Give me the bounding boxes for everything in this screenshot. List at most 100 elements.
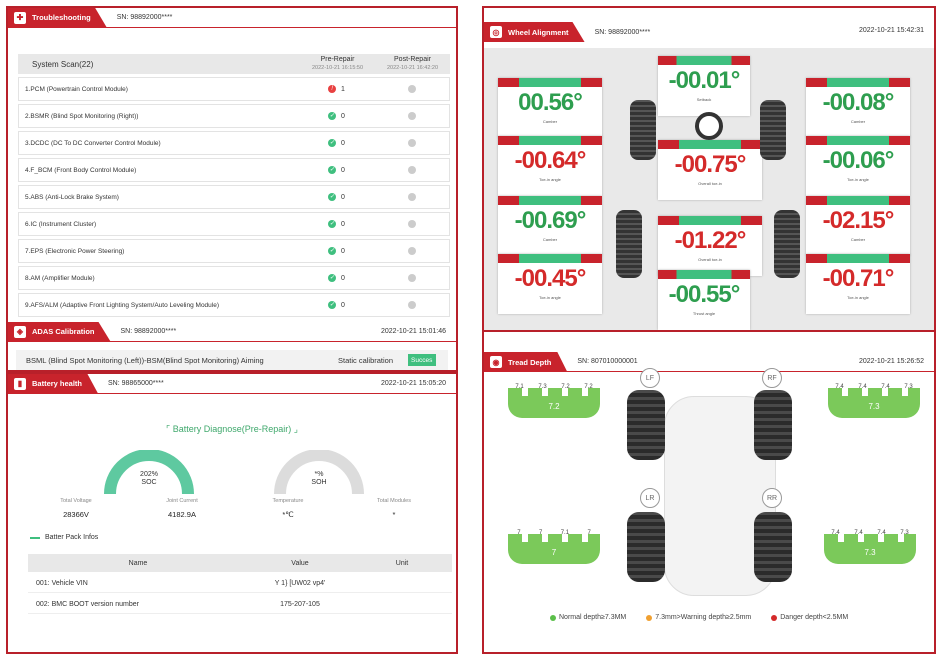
soc-unit: SOC (141, 479, 157, 486)
adas-item-label: BSML (Blind Spot Monitoring (Left))-BSM(… (26, 355, 264, 365)
tread-depth-tag: ◉ Tread Depth (484, 352, 568, 372)
alignment-card[interactable]: -00.64° Toe-in angle (498, 136, 602, 196)
tread-depth-sn: SN: 807010000001 (577, 358, 638, 365)
tread-reading: 7.2 (561, 384, 570, 390)
table-row[interactable]: 002: BMC BOOT version number 175-207-105 (28, 596, 452, 614)
row-name: 001: Vehicle VIN (36, 580, 88, 587)
table-row[interactable]: 7.EPS (Electronic Power Steering) ✓ 0 (18, 239, 450, 263)
battery-title: Battery health (32, 379, 83, 388)
alignment-scale (498, 254, 602, 263)
module-name: 6.IC (Instrument Cluster) (25, 220, 97, 228)
module-name: 1.PCM (Powertrain Control Module) (25, 85, 128, 93)
wheel-alignment-tag: ◎ Wheel Alignment (484, 22, 585, 42)
radar-icon: ◈ (14, 325, 26, 338)
soh-value: *% (314, 471, 324, 478)
alignment-card[interactable]: 00.56° Camber (498, 78, 602, 138)
rear-right-tire (774, 210, 800, 278)
alignment-scale (806, 196, 910, 205)
tread-lf[interactable]: 7.1 7.3 7.2 7.2 7.2 (508, 384, 600, 418)
post-repair-status (374, 166, 449, 174)
tread-depth-header: ◉ Tread Depth SN: 807010000001 2022-10-2… (484, 332, 934, 372)
tread-rf[interactable]: 7.4 7.4 7.4 7.3 7.3 (828, 384, 920, 418)
tread-reading: 7 (517, 530, 521, 536)
wheel-alignment-sn: SN: 98892000**** (594, 28, 651, 36)
system-scan-header: System Scan(22) Pre-Repair 2022-10-21 16… (18, 54, 450, 74)
table-row[interactable]: 001: Vehicle VIN Y 1} [UW02 vp4' (28, 575, 452, 593)
stat-value: 4182.9A (168, 510, 196, 519)
scan-label: System Scan(22) (32, 59, 94, 69)
adas-result-badge: Succes (408, 354, 436, 366)
battery-diagnose-text: Battery Diagnose(Pre-Repair) (172, 424, 292, 434)
table-row[interactable]: 5.ABS (Anti-Lock Brake System) ✓ 0 (18, 185, 450, 209)
stat-total-voltage: Total Voltage 28366V (36, 498, 116, 519)
tread-depth-value: 7.3 (824, 534, 916, 564)
adas-item-type: Static calibration (338, 355, 394, 365)
tread-reading: 7.4 (877, 530, 886, 536)
post-repair-status (374, 247, 449, 255)
alignment-card[interactable]: -00.06° Toe-in angle (806, 136, 910, 196)
alignment-value: -01.22° (674, 227, 747, 254)
table-row[interactable]: 6.IC (Instrument Cluster) ✓ 0 (18, 212, 450, 236)
battery-date: 2022-10-21 15:05:20 (381, 380, 446, 387)
dtc-count: 0 (341, 301, 345, 309)
alignment-scale (658, 140, 762, 149)
stat-value: * (392, 510, 396, 519)
pending-icon (407, 112, 416, 120)
alignment-card[interactable]: -00.71° Toe-in angle (806, 254, 910, 314)
table-row[interactable]: 4.F_BCM (Front Body Control Module) ✓ 0 (18, 158, 450, 182)
adas-item-row[interactable]: BSML (Blind Spot Monitoring (Left))-BSM(… (16, 350, 448, 370)
adas-tag: ◈ ADAS Calibration (8, 322, 111, 342)
pending-icon (407, 85, 416, 93)
tread-rr[interactable]: 7.4 7.4 7.4 7.3 7.3 (824, 530, 916, 564)
alignment-card[interactable]: -00.45° Toe-in angle (498, 254, 602, 314)
alignment-card[interactable]: -02.15° Camber (806, 196, 910, 256)
tread-reading: 7.4 (881, 384, 890, 390)
table-row[interactable]: 1.PCM (Powertrain Control Module)! 1 (18, 77, 450, 101)
table-row[interactable]: 9.AFS/ALM (Adaptive Front Lighting Syste… (18, 293, 450, 317)
dtc-count: 0 (341, 139, 345, 147)
front-right-tire (760, 100, 786, 160)
alignment-value: -00.55° (668, 281, 741, 308)
table-row[interactable]: 3.DCDC (DC To DC Converter Control Modul… (18, 131, 450, 155)
legend-dot-icon (771, 614, 778, 621)
alignment-card[interactable]: -01.22° Overall toe-in (658, 216, 762, 276)
legend-dot-icon (646, 614, 653, 621)
battery-header: ▮ Battery health SN: 98865000**** 2022-1… (8, 374, 456, 394)
soh-gauge (274, 450, 364, 495)
alignment-card[interactable]: -00.55° Thrust angle (658, 270, 750, 330)
col-name: Name (128, 559, 148, 567)
dtc-count: 1 (341, 85, 345, 93)
post-repair-status (374, 301, 449, 309)
module-name: 5.ABS (Anti-Lock Brake System) (25, 193, 119, 201)
corner-rr: RR (762, 488, 782, 508)
module-name: 2.BSMR (Blind Spot Monitoring (Right)) (25, 112, 139, 120)
tread-reading: 7.1 (560, 530, 570, 536)
table-row[interactable]: 8.AM (Amplifier Module) ✓ 0 (18, 266, 450, 290)
alignment-label: Toe-in angle (847, 295, 869, 300)
alignment-card[interactable]: -00.01° Setback (658, 56, 750, 116)
alignment-value: 00.56° (518, 89, 583, 116)
row-name: 002: BMC BOOT version number (36, 601, 139, 608)
alignment-card[interactable]: -00.69° Camber (498, 196, 602, 256)
alignment-value: -00.64° (514, 147, 587, 174)
wheel-alignment-date: 2022-10-21 15:42:31 (859, 27, 924, 34)
tread-lr[interactable]: 7 7 7.1 7 7 (508, 530, 600, 564)
battery-icon: ▮ (14, 377, 26, 390)
table-row[interactable]: 2.BSMR (Blind Spot Monitoring (Right)) ✓ 0 (18, 104, 450, 128)
alignment-card[interactable]: -00.08° Camber (806, 78, 910, 138)
post-repair-status (374, 274, 449, 282)
soc-value: 202% (140, 471, 158, 478)
alignment-label: Toe-in angle (539, 295, 561, 300)
post-repair-time: 2022-10-21 16:42:20 (386, 65, 439, 71)
tread-reading: 7.3 (538, 384, 547, 390)
troubleshooting-tag: ✚ Troubleshooting (8, 8, 107, 28)
alignment-label: Overall toe-in (698, 181, 722, 186)
post-repair-label: Post-Repair (394, 56, 431, 63)
lf-tire (627, 390, 665, 460)
post-repair-status (374, 193, 449, 201)
legend-label: 7.3mm>Warning depth≥2.5mm (655, 614, 752, 621)
stat-total-modules: Total Modules * (354, 498, 434, 519)
stat-key: Joint Current (166, 498, 198, 504)
alignment-card[interactable]: -00.75° Overall toe-in (658, 140, 762, 200)
check-icon: ✓ (328, 139, 337, 147)
